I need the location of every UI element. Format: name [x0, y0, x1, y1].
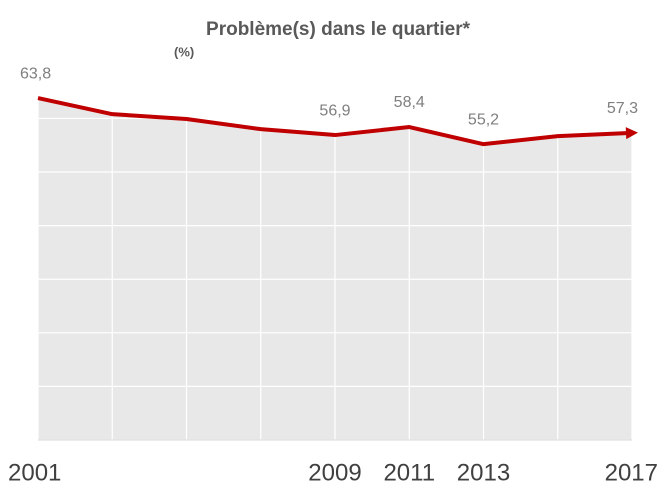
x-tick-label: 2017: [605, 459, 658, 485]
chart-subtitle: (%): [174, 44, 194, 59]
chart-title: Problème(s) dans le quartier*: [206, 19, 471, 40]
arrow-head: [625, 127, 638, 140]
data-label: 63,8: [20, 65, 51, 82]
x-tick-label: 2001: [8, 459, 61, 485]
data-label: 57,3: [607, 100, 638, 117]
data-label: 56,9: [319, 102, 350, 119]
x-tick-label: 2013: [457, 459, 510, 485]
data-label: 58,4: [394, 94, 425, 111]
x-tick-label: 2009: [308, 459, 361, 485]
line: [37, 96, 633, 147]
x-tick-label: 2011: [383, 459, 435, 485]
data-label: 55,2: [468, 111, 499, 128]
